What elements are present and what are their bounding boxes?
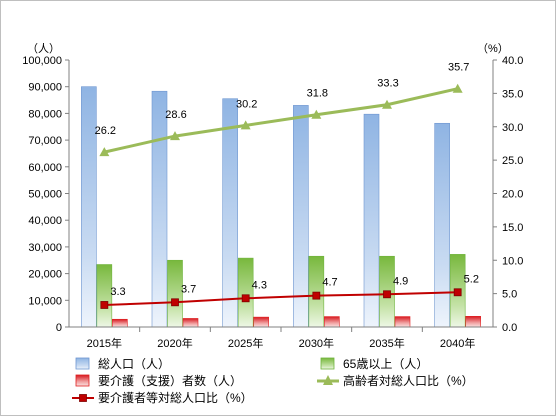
y-right-tick-label: 10.0 <box>502 255 523 267</box>
data-label-2: 4.3 <box>252 279 267 291</box>
y-right-tick-label: 30.0 <box>502 122 523 134</box>
x-tick-label: 2025年 <box>228 336 263 350</box>
y-left-tick-label: 80,000 <box>28 108 62 120</box>
y-right-tick-label: 25.0 <box>502 155 523 167</box>
y-right-unit: （%） <box>477 42 509 55</box>
y-left-tick-label: 90,000 <box>28 82 62 94</box>
legend-swatch <box>75 374 90 387</box>
data-label-2: 3.7 <box>181 283 196 295</box>
bar-3-2040年 <box>465 316 481 328</box>
data-label-1: 31.8 <box>307 88 328 100</box>
y-left-tick-label: 60,000 <box>28 162 62 174</box>
legend-label: 総人口（人） <box>98 357 170 371</box>
line-2-marker <box>241 294 250 303</box>
bar-3-2015年 <box>112 318 128 328</box>
line-1-marker <box>311 109 322 119</box>
legend-marker <box>79 394 87 402</box>
data-label-1: 30.2 <box>236 98 257 110</box>
line-series-2 <box>104 291 458 306</box>
line-series-1 <box>104 87 458 154</box>
bar-1-2025年 <box>222 98 238 328</box>
line-1-marker <box>170 131 180 141</box>
line-2-marker <box>383 290 391 299</box>
line-1-marker <box>382 99 392 109</box>
y-left-unit: （人） <box>27 42 60 55</box>
data-label-1: 26.2 <box>95 125 116 137</box>
y-left-tick-label: 0 <box>56 322 62 334</box>
bar-3-2020年 <box>182 318 199 328</box>
line-1-marker <box>240 120 251 130</box>
line-2-marker <box>312 291 321 300</box>
legend-swatch <box>75 357 90 370</box>
bar-1-2030年 <box>293 105 309 328</box>
data-label-2: 5.2 <box>464 273 479 285</box>
y-left-tick-label: 70,000 <box>28 135 62 147</box>
bar-1-2040年 <box>434 122 450 328</box>
legend-label: 65歳以上（人） <box>343 357 428 371</box>
legend-swatch <box>320 357 335 370</box>
legend-label: 要介護（支援）者数（人） <box>98 373 242 388</box>
data-label-1: 33.3 <box>377 78 398 90</box>
y-left-tick-label: 40,000 <box>28 215 62 227</box>
bar-3-2030年 <box>324 316 340 328</box>
bar-3-2035年 <box>394 316 411 328</box>
y-left-tick-label: 100,000 <box>22 55 62 67</box>
y-left-tick-label: 20,000 <box>28 269 62 281</box>
data-label-2: 3.3 <box>110 286 125 298</box>
data-label-1: 28.6 <box>165 109 186 121</box>
legend-marker <box>323 375 333 385</box>
y-left-tick-label: 10,000 <box>28 295 62 307</box>
x-tick-label: 2020年 <box>157 336 192 350</box>
y-right-tick-label: 5.0 <box>502 289 517 301</box>
line-2-marker <box>453 288 462 297</box>
x-tick-label: 2035年 <box>369 336 404 350</box>
y-left-tick-label: 50,000 <box>28 189 62 201</box>
y-right-tick-label: 20.0 <box>502 189 523 201</box>
line-1-marker <box>99 147 110 157</box>
x-tick-label: 2030年 <box>299 336 334 350</box>
bar-1-2020年 <box>151 90 168 328</box>
bar-1-2015年 <box>81 86 97 328</box>
line-2-marker <box>171 298 179 307</box>
bar-2-2030年 <box>308 255 325 328</box>
bar-3-2025年 <box>253 316 269 328</box>
x-tick-label: 2015年 <box>87 336 122 350</box>
line-2-marker <box>100 301 109 309</box>
data-label-1: 35.7 <box>448 62 469 74</box>
legend-label: 要介護者等対総人口比（%） <box>98 390 253 405</box>
line-1-marker <box>452 83 463 93</box>
y-left-tick-label: 30,000 <box>28 242 62 254</box>
data-label-2: 4.7 <box>322 277 337 289</box>
bar-2-2025年 <box>237 257 254 328</box>
y-right-tick-label: 40.0 <box>502 55 523 67</box>
data-label-2: 4.9 <box>393 275 408 287</box>
legend-label: 高齢者対総人口比（%） <box>343 373 474 388</box>
y-right-tick-label: 0.0 <box>502 322 517 334</box>
x-tick-label: 2040年 <box>440 336 475 350</box>
y-right-tick-label: 35.0 <box>502 88 523 100</box>
y-right-tick-label: 15.0 <box>502 222 523 234</box>
